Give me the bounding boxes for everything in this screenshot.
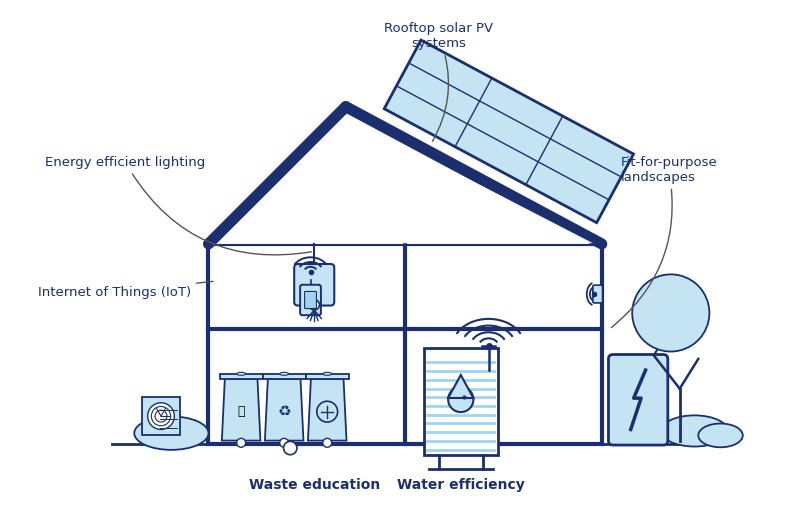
Bar xyxy=(220,374,262,379)
Ellipse shape xyxy=(280,372,288,375)
Text: 🍶: 🍶 xyxy=(237,405,245,418)
Circle shape xyxy=(280,438,288,447)
Text: Rooftop solar PV
systems: Rooftop solar PV systems xyxy=(384,22,493,141)
Text: ♻: ♻ xyxy=(277,404,291,419)
FancyBboxPatch shape xyxy=(608,354,667,445)
Circle shape xyxy=(632,275,709,352)
Circle shape xyxy=(284,442,297,455)
Bar xyxy=(306,374,349,379)
Circle shape xyxy=(309,300,319,310)
FancyBboxPatch shape xyxy=(593,285,603,303)
FancyBboxPatch shape xyxy=(300,285,321,315)
Ellipse shape xyxy=(698,424,743,447)
Polygon shape xyxy=(265,379,303,440)
Circle shape xyxy=(236,438,246,447)
Text: Energy efficient lighting: Energy efficient lighting xyxy=(45,156,311,255)
Bar xyxy=(424,348,498,455)
Circle shape xyxy=(147,403,174,429)
Polygon shape xyxy=(209,107,602,244)
Ellipse shape xyxy=(236,372,246,375)
Ellipse shape xyxy=(323,372,332,375)
Text: Fit-for-purpose
landscapes: Fit-for-purpose landscapes xyxy=(611,156,717,328)
Text: Internet of Things (IoT): Internet of Things (IoT) xyxy=(38,281,213,299)
Ellipse shape xyxy=(661,415,728,447)
Circle shape xyxy=(323,438,332,447)
FancyBboxPatch shape xyxy=(305,291,317,309)
Polygon shape xyxy=(222,379,260,440)
Polygon shape xyxy=(308,379,347,440)
Text: Waste education: Waste education xyxy=(248,478,380,492)
Polygon shape xyxy=(217,116,593,243)
FancyBboxPatch shape xyxy=(294,264,334,306)
Bar xyxy=(262,374,306,379)
Text: Water efficiency: Water efficiency xyxy=(397,478,525,492)
Bar xyxy=(209,244,602,444)
Circle shape xyxy=(448,387,474,412)
Polygon shape xyxy=(385,40,634,223)
Ellipse shape xyxy=(134,416,209,450)
Polygon shape xyxy=(448,375,474,398)
Bar xyxy=(142,397,180,435)
